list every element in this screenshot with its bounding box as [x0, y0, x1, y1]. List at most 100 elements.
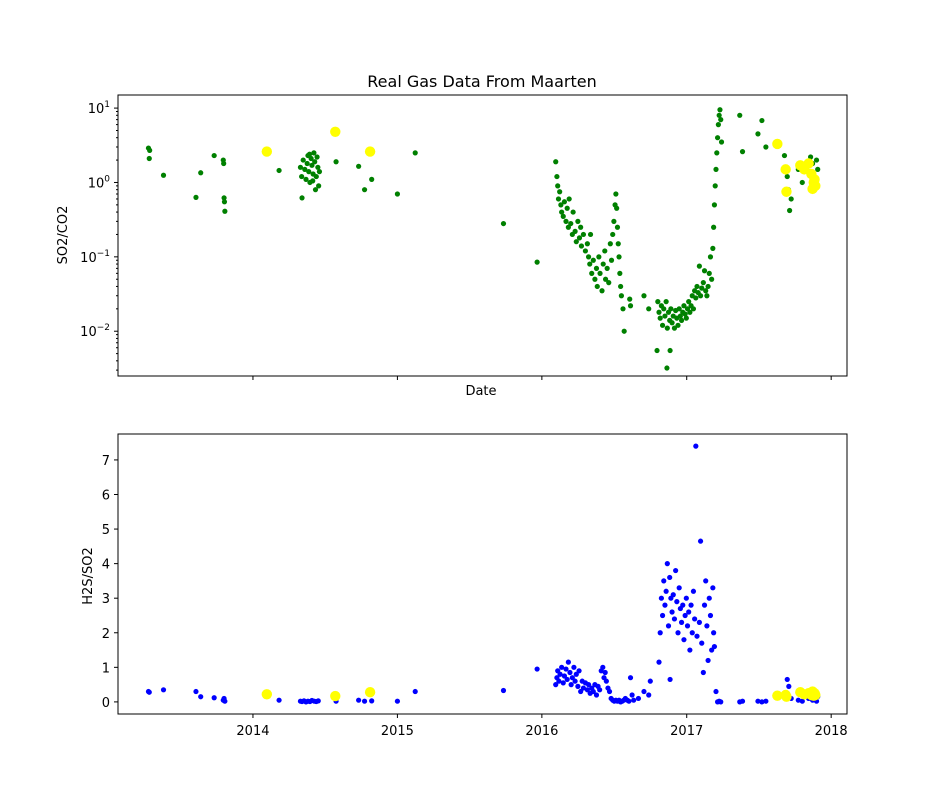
top-series-0-point	[600, 261, 606, 267]
bottom-series-0-point	[664, 561, 670, 567]
bottom-series-0-point	[759, 699, 765, 705]
bottom-series-0-point	[687, 647, 693, 653]
top-series-0-point	[557, 189, 563, 195]
top-series-0-point	[560, 213, 566, 219]
top-series-0-point	[656, 309, 662, 315]
bottom-series-0-point	[315, 698, 321, 704]
top-series-0-point	[570, 209, 576, 215]
top-series-0-point	[659, 322, 666, 328]
top-series-0-point	[706, 270, 712, 276]
top-series-0-point	[718, 139, 725, 145]
bottom-series-0-point	[646, 692, 652, 698]
top-series-0-point	[676, 306, 682, 312]
bottom-series-0-point	[575, 683, 581, 689]
top-series-0-point	[582, 248, 589, 254]
bottom-series-0-point	[693, 443, 699, 449]
bottom-series-0-point	[603, 678, 609, 684]
top-series-0-point	[306, 169, 312, 175]
top-series-0-point	[813, 157, 820, 163]
top-series-1-point	[781, 186, 792, 197]
top-series-1-point	[810, 180, 821, 192]
top-data-points	[145, 107, 821, 371]
top-series-0-point	[714, 150, 720, 156]
top-series-0-point	[312, 159, 318, 165]
bottom-series-1-point	[772, 690, 783, 701]
top-series-0-point	[675, 322, 681, 328]
top-series-0-point	[604, 265, 610, 271]
top-series-0-point	[555, 183, 561, 189]
top-series-0-point	[147, 147, 153, 153]
top-series-0-point	[608, 257, 615, 263]
top-series-0-point	[615, 241, 621, 247]
top-series-0-point	[599, 288, 605, 294]
top-series-0-point	[578, 243, 585, 249]
top-series-0-point	[193, 194, 199, 200]
top-series-0-point	[578, 224, 584, 230]
top-series-0-point	[561, 199, 568, 205]
bottom-series-0-point	[563, 666, 569, 672]
bottom-series-0-point	[690, 588, 697, 594]
bottom-series-1-point	[261, 689, 273, 700]
top-series-0-point	[311, 150, 317, 156]
top-series-0-point	[558, 202, 564, 208]
bottom-series-0-point	[681, 637, 687, 643]
bottom-series-0-point	[565, 659, 571, 665]
bottom-series-0-point	[786, 683, 792, 689]
bottom-series-0-point	[684, 623, 691, 629]
top-series-0-point	[693, 295, 699, 301]
bottom-series-1-point	[810, 689, 821, 701]
bottom-series-0-point	[627, 675, 634, 681]
bottom-series-0-point	[567, 669, 573, 676]
bottom-series-0-point	[675, 630, 681, 636]
bottom-series-0-point	[557, 671, 563, 677]
top-series-0-point	[704, 293, 710, 299]
top-series-0-point	[361, 187, 368, 193]
bottom-series-0-point	[784, 676, 790, 683]
top-series-0-point	[614, 224, 621, 230]
bottom-series-0-point	[361, 698, 368, 704]
bottom-series-0-point	[755, 698, 761, 704]
bottom-data-points	[145, 443, 821, 705]
bottom-series-0-point	[658, 595, 664, 601]
top-series-1-point	[772, 138, 783, 150]
top-series-0-point	[221, 195, 227, 201]
bottom-series-0-point	[198, 694, 204, 700]
bottom-series-0-point	[799, 698, 805, 704]
bottom-y-tick-label: 6	[102, 488, 110, 503]
top-series-0-point	[711, 202, 718, 208]
bottom-series-0-point	[394, 698, 401, 704]
top-series-0-point	[590, 257, 596, 263]
top-series-0-point	[316, 183, 322, 189]
top-series-1-point	[330, 126, 341, 137]
top-series-0-point	[302, 166, 308, 172]
bottom-series-0-point	[701, 602, 708, 608]
bottom-axis-ticks: 0 1 2 3 4 5 6 7 2014 2015 2016 2017 2018	[102, 454, 848, 739]
bottom-series-0-point	[578, 688, 584, 695]
top-series-0-point	[222, 208, 228, 214]
bottom-series-0-point	[662, 602, 668, 608]
top-series-0-point	[356, 163, 362, 169]
top-series-0-point	[576, 235, 583, 241]
bottom-series-0-point	[703, 578, 709, 584]
top-series-0-point	[699, 285, 705, 291]
top-series-0-point	[678, 317, 685, 323]
top-series-0-point	[703, 288, 709, 294]
top-series-0-point	[701, 268, 708, 274]
bottom-series-0-point	[412, 688, 418, 695]
top-series-0-point	[299, 173, 305, 180]
top-series-0-point	[646, 306, 652, 312]
top-series-0-point	[300, 157, 306, 163]
bottom-series-0-point	[696, 619, 702, 626]
bottom-series-0-point	[626, 698, 632, 704]
top-series-0-point	[308, 155, 314, 162]
bottom-y-tick-label: 5	[102, 523, 110, 538]
top-series-0-point	[815, 166, 821, 172]
top-series-0-point	[661, 306, 667, 312]
bottom-series-0-point	[641, 688, 647, 695]
top-series-0-point	[683, 315, 689, 321]
top-series-0-point	[697, 293, 704, 299]
top-series-0-point	[662, 313, 668, 319]
top-axes-frame	[117, 94, 848, 377]
bottom-series-0-point	[606, 688, 613, 695]
